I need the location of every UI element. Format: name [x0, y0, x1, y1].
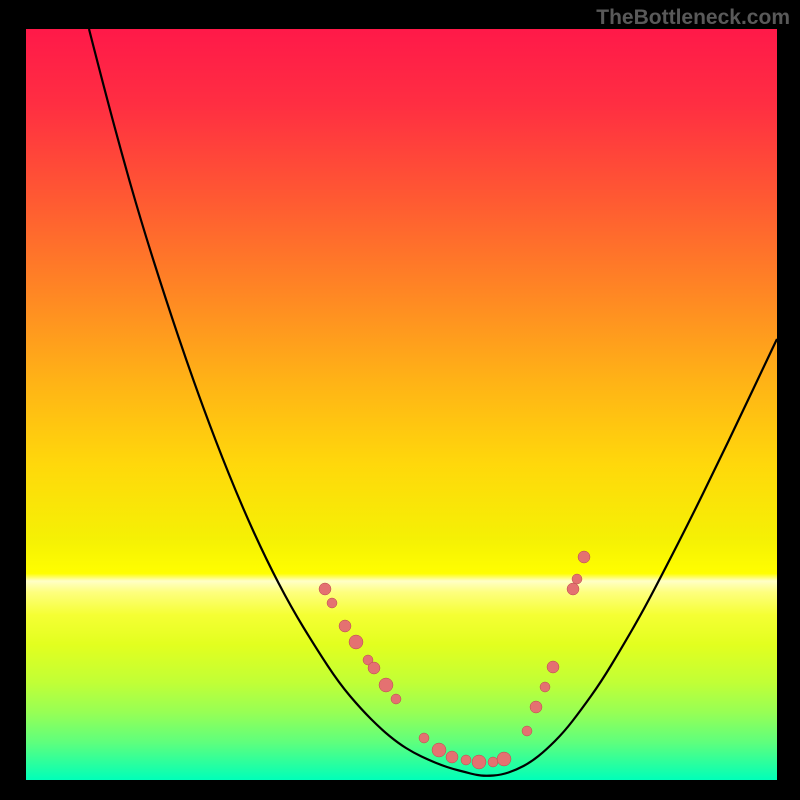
watermark-text: TheBottleneck.com: [596, 6, 790, 30]
curve-marker: [327, 598, 337, 608]
curve-marker: [547, 661, 559, 673]
curve-marker: [578, 551, 590, 563]
curve-marker: [522, 726, 532, 736]
curve-marker: [572, 574, 582, 584]
chart-plot-area: [26, 29, 777, 780]
marker-group: [319, 551, 590, 769]
curve-marker: [530, 701, 542, 713]
curve-marker: [368, 662, 380, 674]
curve-marker: [391, 694, 401, 704]
curve-marker: [497, 752, 511, 766]
curve-marker: [488, 757, 498, 767]
bottleneck-curve: [89, 29, 777, 776]
chart-svg: [26, 29, 777, 780]
curve-marker: [567, 583, 579, 595]
curve-marker: [379, 678, 393, 692]
curve-marker: [339, 620, 351, 632]
curve-marker: [349, 635, 363, 649]
curve-marker: [319, 583, 331, 595]
curve-marker: [432, 743, 446, 757]
curve-marker: [419, 733, 429, 743]
curve-marker: [540, 682, 550, 692]
curve-marker: [472, 755, 486, 769]
curve-marker: [446, 751, 458, 763]
curve-marker: [461, 755, 471, 765]
